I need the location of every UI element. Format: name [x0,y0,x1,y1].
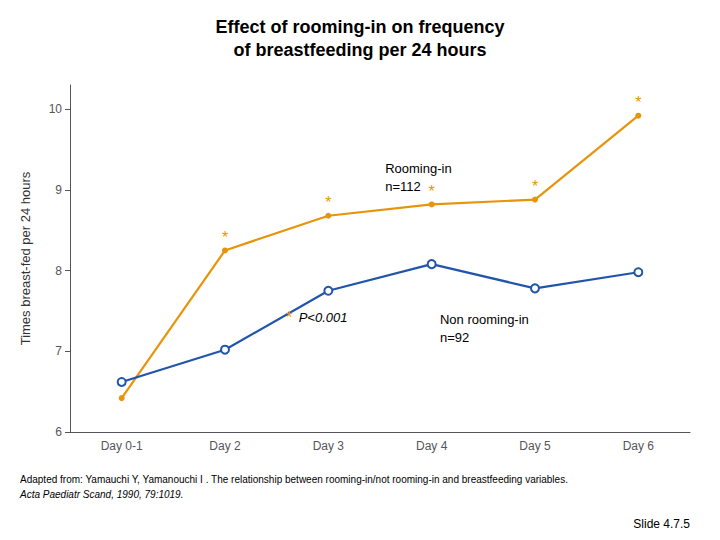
svg-text:Day 2: Day 2 [209,439,241,453]
svg-text:Day 4: Day 4 [416,439,448,453]
svg-text:Times breast-fed per 24 hours: Times breast-fed per 24 hours [18,171,33,345]
svg-text:Effect of rooming-in on freque: Effect of rooming-in on frequency [215,17,504,37]
svg-text:Acta Paediatr Scand, 1990, 79:: Acta Paediatr Scand, 1990, 79:1019. [19,489,183,500]
svg-text:*: * [325,194,331,211]
svg-text:*: * [429,183,435,200]
svg-text:Non rooming-in: Non rooming-in [440,312,529,327]
svg-text:of breastfeeding per 24 hours: of breastfeeding per 24 hours [233,40,486,60]
svg-text:Adapted from: Yamauchi Y, Yama: Adapted from: Yamauchi Y, Yamanouchi I .… [20,474,568,485]
svg-text:Day 0-1: Day 0-1 [101,439,143,453]
svg-text:*: * [635,94,641,111]
svg-text:*: * [222,229,228,246]
svg-text:Day 6: Day 6 [623,439,655,453]
svg-text:6: 6 [55,425,62,439]
svg-text:Slide 4.7.5: Slide 4.7.5 [633,517,690,531]
svg-text:10: 10 [49,102,63,116]
svg-text:P<0.001: P<0.001 [295,310,347,325]
svg-text:Rooming-in: Rooming-in [385,161,451,176]
svg-text:n=112: n=112 [385,179,421,194]
svg-text:Day 5: Day 5 [519,439,551,453]
svg-text:Day 3: Day 3 [313,439,345,453]
svg-text:7: 7 [55,344,62,358]
svg-text:n=92: n=92 [440,330,469,345]
svg-text:9: 9 [55,183,62,197]
svg-text:*: * [532,178,538,195]
svg-text:8: 8 [55,264,62,278]
svg-text:*: * [286,308,293,327]
